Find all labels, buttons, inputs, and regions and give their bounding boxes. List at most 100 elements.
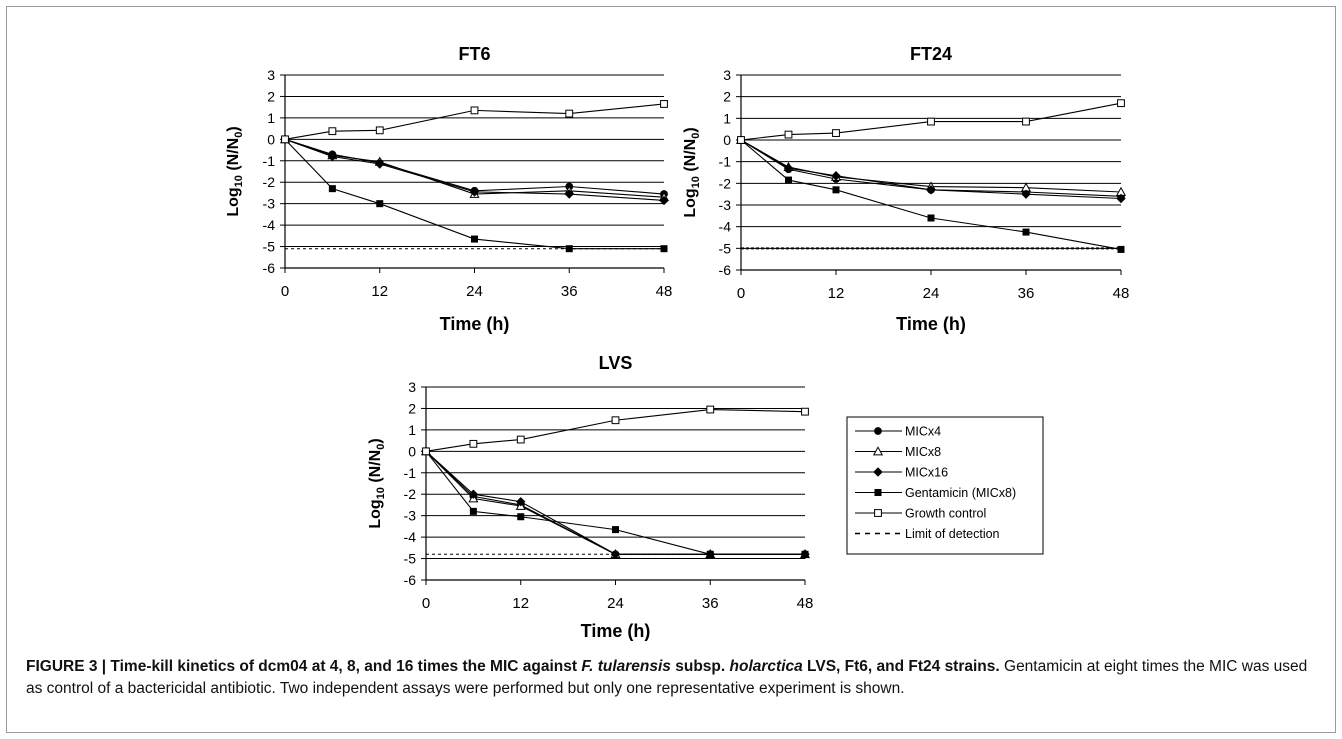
legend-box [846, 416, 1044, 555]
y-tick-label: -6 [719, 262, 732, 278]
data-point [783, 163, 794, 173]
y-tick-label: -6 [263, 260, 276, 276]
data-point [660, 100, 668, 108]
y-axis-label-part: ) [225, 126, 242, 131]
data-point [281, 135, 289, 144]
data-point [660, 245, 668, 253]
y-tick-label: -3 [263, 196, 276, 212]
y-tick-label: 0 [723, 132, 731, 148]
data-point [422, 447, 430, 456]
series-line [425, 450, 805, 555]
x-tick-label: 12 [371, 283, 388, 300]
x-axis-label: Time (h) [896, 314, 966, 334]
y-axis-label-part: ) [367, 438, 384, 443]
legend-label: MICx8 [905, 445, 941, 459]
data-point [801, 550, 809, 558]
y-axis-label-subscript: 10 [375, 487, 387, 499]
legend-label: MICx16 [905, 466, 948, 480]
data-point [926, 185, 936, 195]
data-point [927, 214, 935, 222]
data-point [1022, 117, 1030, 126]
y-tick-label: -5 [719, 240, 732, 256]
y-tick-label: -1 [719, 154, 732, 170]
data-point [564, 189, 574, 199]
y-tick-label: -4 [404, 529, 417, 545]
caption-lead-part: LVS, Ft6, and Ft24 strains. [802, 658, 1000, 675]
series-gentamicin-micx8 [281, 135, 668, 253]
series-growth-control [422, 405, 809, 456]
data-point [517, 513, 525, 521]
data-point [831, 171, 841, 181]
y-axis-label-part: ) [682, 127, 699, 132]
legend-label: MICx4 [905, 425, 941, 439]
y-tick-label: -5 [263, 239, 276, 255]
data-point [469, 187, 480, 197]
data-point [376, 200, 384, 208]
series-line [425, 450, 805, 555]
series-line [425, 450, 805, 555]
y-axis-label-subscript: 0 [375, 444, 387, 450]
x-tick-label: 0 [422, 595, 430, 612]
y-tick-label: 3 [267, 67, 275, 83]
data-point [1117, 99, 1125, 108]
x-tick-label: 0 [281, 283, 289, 300]
series-line [740, 102, 1122, 141]
y-tick-label: 2 [408, 400, 416, 416]
y-tick-label: -6 [404, 572, 417, 588]
y-tick-label: -4 [719, 219, 732, 235]
x-tick-label: 12 [828, 285, 845, 302]
data-point [471, 235, 478, 243]
legend-swatch-marker [873, 467, 883, 477]
x-axis-label: Time (h) [581, 621, 651, 641]
y-axis-label-part: Log [225, 187, 242, 216]
x-tick-label: 24 [923, 285, 940, 302]
data-point [706, 550, 714, 558]
series-line [284, 138, 664, 250]
data-point [328, 185, 336, 193]
legend-entry: MICx8 [855, 445, 941, 459]
data-point [610, 549, 621, 559]
data-point [469, 507, 477, 515]
y-axis-label-part: (N/N [367, 450, 384, 487]
data-point [832, 129, 840, 137]
y-tick-label: -5 [404, 551, 417, 567]
legend: MICx4 MICx8 MICx16 Gentamicin (MICx8) Growth… [846, 416, 1044, 555]
y-tick-label: 2 [723, 89, 731, 105]
data-point [375, 126, 384, 135]
data-point [659, 195, 669, 206]
data-point [468, 489, 479, 499]
y-tick-label: 1 [267, 110, 275, 126]
y-tick-label: 0 [408, 443, 416, 459]
legend-entry: MICx16 [855, 466, 948, 480]
series-line [740, 139, 1122, 250]
x-tick-label: 24 [466, 283, 483, 300]
legend-swatch-marker [874, 427, 882, 435]
data-point [611, 416, 620, 425]
y-axis-label-subscript: 0 [233, 132, 245, 138]
y-axis-label-part: (N/N [225, 138, 242, 175]
series-micx16 [421, 446, 810, 559]
caption-subspecies: holarctica [729, 658, 803, 675]
series-micx8 [420, 446, 811, 559]
series-line [740, 139, 1122, 193]
y-axis-label-part: (N/N [682, 139, 699, 176]
y-tick-label: -2 [263, 174, 276, 190]
y-tick-label: -2 [404, 486, 417, 502]
chart-title: FT6 [458, 44, 490, 64]
series-micx16 [280, 134, 669, 206]
series-line [425, 450, 805, 555]
caption-lead-part: subsp. [670, 658, 730, 675]
data-point [469, 439, 478, 448]
series-line [284, 138, 665, 201]
x-tick-label: 48 [1113, 285, 1130, 302]
data-point [327, 151, 338, 162]
series-line [425, 408, 806, 452]
y-tick-label: 3 [723, 67, 731, 83]
legend-entry: MICx4 [855, 425, 941, 439]
x-tick-label: 36 [561, 283, 578, 300]
y-tick-label: -3 [719, 197, 732, 213]
caption-lead-part: FIGURE 3 | Time-kill kinetics of dcm04 a… [26, 658, 582, 675]
legend-label: Growth control [905, 507, 986, 521]
